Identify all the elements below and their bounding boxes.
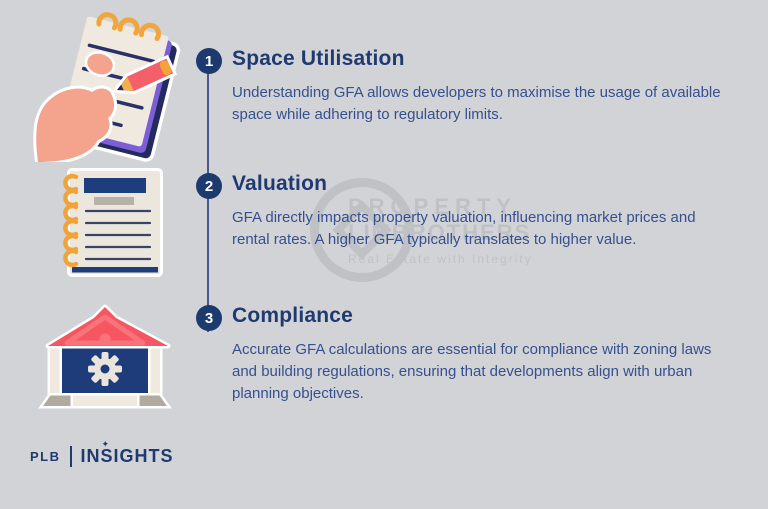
logo-brand-text: PLB xyxy=(30,449,61,464)
step-title: Valuation xyxy=(232,172,328,195)
step-number-badge: 3 xyxy=(196,305,222,331)
watermark-line2: LIMBROTHERS xyxy=(348,220,532,245)
sparkle-icon: ✦ xyxy=(101,439,111,449)
step-description: Understanding GFA allows developers to m… xyxy=(232,84,721,123)
watermark-emblem-icon xyxy=(310,178,414,282)
step-valuation: 2 Valuation GFA directly impacts propert… xyxy=(196,172,744,251)
watermark-tagline: Real Estate with Integrity xyxy=(348,252,533,266)
step-title: Compliance xyxy=(232,304,354,327)
step-description: Accurate GFA calculations are essential … xyxy=(232,341,712,402)
logo-divider xyxy=(69,446,72,467)
checklist-document-icon xyxy=(63,168,163,277)
house-gear-icon xyxy=(38,304,172,409)
step-number-badge: 2 xyxy=(196,173,222,199)
step-title: Space Utilisation xyxy=(232,47,405,70)
watermark-line1: PROPERTY xyxy=(348,194,518,219)
step-space-utilisation: 1 Space Utilisation Understanding GFA al… xyxy=(196,47,744,126)
logo-product-text: INSIGHTS ✦ xyxy=(80,439,174,466)
step-description: GFA directly impacts property valuation,… xyxy=(232,209,696,248)
step-number-badge: 1 xyxy=(196,48,222,74)
step-compliance: 3 Compliance Accurate GFA calculations a… xyxy=(196,304,744,404)
hand-writing-notepad-icon xyxy=(33,12,181,162)
plb-insights-logo: PLB INSIGHTS ✦ xyxy=(30,439,174,467)
